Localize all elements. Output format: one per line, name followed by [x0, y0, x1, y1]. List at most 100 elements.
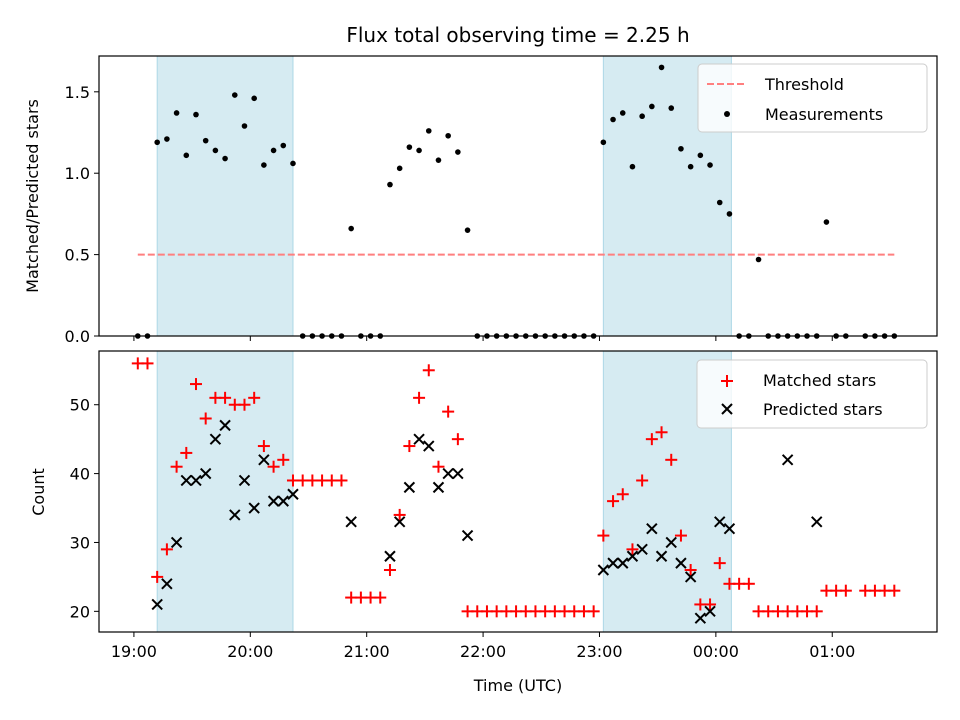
- predicted-star-point: [393, 516, 406, 528]
- predicted-star-point: [423, 440, 435, 452]
- measurement-point: [406, 144, 413, 150]
- bottom-y-tick-label: 50: [70, 396, 90, 415]
- measurement-point: [164, 136, 170, 142]
- matched-star-point: [180, 446, 193, 459]
- predicted-star-point: [442, 467, 454, 480]
- bottom-panel: 20 30 40 50 19:00 20:00 21:00 22:00 23:00 00:00 0…: [29, 350, 938, 695]
- predicted-star-point: [626, 550, 639, 562]
- measurement-point: [396, 165, 403, 172]
- legend-predicted-swatch: [721, 403, 733, 415]
- predicted-star-point: [684, 571, 697, 583]
- predicted-star-point: [403, 481, 416, 494]
- matched-star-point: [413, 391, 426, 404]
- measurement-point: [649, 103, 655, 110]
- measurement-point: [261, 162, 267, 168]
- matched-star-point: [432, 460, 445, 473]
- measurement-point: [387, 181, 393, 188]
- measurement-point: [193, 111, 199, 118]
- measurement-point: [173, 110, 180, 116]
- matched-star-point: [665, 453, 678, 466]
- matched-star-point: [674, 529, 687, 542]
- predicted-star-point: [384, 550, 396, 562]
- top-panel: 0.0 0.5 1.0 1.5 Matched/Predicted stars Thr…: [23, 55, 938, 346]
- x-tick-label: 01:00: [809, 642, 855, 661]
- legend-matched-swatch: [721, 375, 733, 387]
- top-y-tick-label: 0.5: [65, 246, 90, 265]
- matched-star-point: [442, 405, 455, 418]
- measurement-point: [455, 149, 461, 155]
- predicted-star-point: [180, 474, 192, 487]
- predicted-star-point: [811, 516, 823, 528]
- predicted-star-point: [287, 488, 299, 500]
- predicted-star-point: [267, 495, 280, 507]
- predicted-star-point: [461, 529, 474, 542]
- predicted-star-point: [190, 474, 202, 487]
- matched-star-point: [713, 557, 726, 570]
- predicted-star-point: [219, 419, 231, 432]
- matched-star-point: [626, 543, 639, 556]
- predicted-star-point: [655, 550, 668, 562]
- top-y-tick-label: 1.5: [65, 83, 90, 102]
- predicted-star-point: [345, 516, 357, 528]
- matched-star-point: [189, 378, 202, 391]
- legend-predicted-label: Predicted stars: [763, 400, 883, 419]
- matched-star-point: [704, 598, 717, 611]
- matched-star-point: [888, 584, 901, 597]
- bottom-series-layer: [131, 357, 901, 624]
- bottom-y-tick-label: 30: [70, 533, 90, 552]
- predicted-star-point: [161, 578, 173, 590]
- matched-star-point: [151, 570, 164, 583]
- predicted-star-point: [432, 481, 445, 494]
- matched-star-point: [587, 605, 600, 618]
- measurement-point: [222, 155, 228, 162]
- matched-star-point: [257, 440, 270, 453]
- predicted-star-point: [248, 502, 260, 514]
- legend-measurements-label: Measurements: [765, 105, 883, 124]
- bottom-axes-frame: [98, 350, 938, 633]
- measurement-point: [445, 132, 451, 139]
- measurement-point: [668, 105, 675, 111]
- predicted-star-point: [694, 612, 707, 624]
- measurement-point: [425, 128, 432, 134]
- top-y-ticks: 0.0 0.5 1.0 1.5: [65, 83, 99, 346]
- predicted-star-point: [170, 536, 183, 549]
- predicted-star-point: [646, 522, 658, 535]
- predicted-star-point: [665, 536, 677, 549]
- measurement-point: [241, 123, 248, 129]
- measurement-point: [231, 92, 238, 98]
- matched-star-point: [199, 412, 212, 425]
- predicted-star-point: [258, 454, 270, 466]
- x-tick-label: 23:00: [576, 642, 622, 661]
- measurement-point: [639, 113, 645, 120]
- measurement-point: [697, 152, 704, 159]
- measurement-point: [610, 116, 616, 123]
- measurement-point: [154, 139, 160, 146]
- measurement-point: [658, 64, 665, 71]
- predicted-star-point: [452, 467, 464, 480]
- matched-star-point: [383, 564, 396, 577]
- matched-star-point: [277, 453, 290, 466]
- legend-threshold-label: Threshold: [764, 75, 844, 94]
- predicted-star-point: [413, 433, 425, 445]
- measurement-point: [251, 95, 257, 102]
- measurement-point: [600, 139, 607, 146]
- bottom-legend-box: [696, 359, 928, 429]
- matched-star-point: [238, 398, 251, 411]
- measurement-point: [755, 256, 762, 263]
- predicted-star-point: [714, 516, 726, 528]
- predicted-star-point: [636, 543, 648, 556]
- top-shaded-intervals: [156, 55, 732, 337]
- bottom-x-axis-label: Time (UTC): [473, 676, 562, 695]
- predicted-star-point: [209, 433, 222, 445]
- matched-star-point: [742, 577, 755, 590]
- matched-star-point: [451, 433, 464, 446]
- matched-star-point: [597, 529, 610, 542]
- predicted-star-point: [151, 598, 163, 611]
- measurement-point: [678, 145, 684, 152]
- matched-star-point: [645, 433, 658, 446]
- matched-star-point: [616, 488, 629, 501]
- x-tick-label: 19:00: [111, 642, 157, 661]
- predicted-star-point: [781, 454, 794, 466]
- measurement-point: [280, 142, 287, 149]
- bottom-x-ticks: 19:00 20:00 21:00 22:00 23:00 00:00 01:00: [111, 632, 855, 661]
